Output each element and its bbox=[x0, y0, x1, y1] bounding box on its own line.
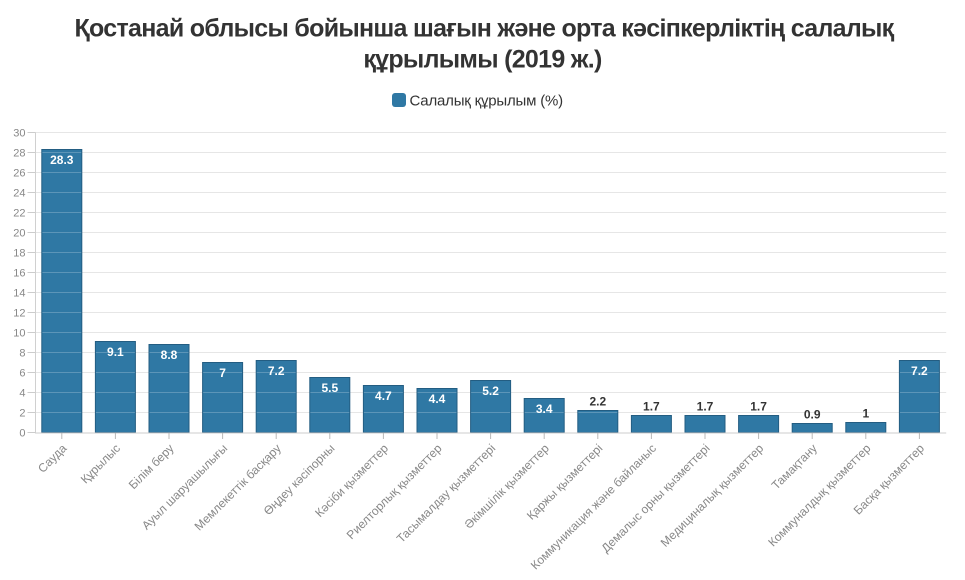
svg-text:0.9: 0.9 bbox=[804, 408, 821, 422]
svg-text:1: 1 bbox=[862, 407, 869, 421]
svg-text:0: 0 bbox=[19, 428, 25, 440]
svg-text:Салалық құрылым (%): Салалық құрылым (%) bbox=[410, 93, 564, 110]
svg-text:8: 8 bbox=[19, 348, 25, 360]
svg-text:құрылымы (2019 ж.): құрылымы (2019 ж.) bbox=[363, 46, 602, 74]
svg-text:8.8: 8.8 bbox=[161, 348, 178, 362]
svg-text:20: 20 bbox=[13, 228, 25, 240]
svg-text:22: 22 bbox=[13, 208, 25, 220]
svg-text:9.1: 9.1 bbox=[107, 345, 124, 359]
svg-text:7.2: 7.2 bbox=[268, 364, 285, 378]
svg-text:28: 28 bbox=[13, 148, 25, 160]
svg-text:28.3: 28.3 bbox=[50, 153, 74, 167]
svg-text:10: 10 bbox=[13, 328, 25, 340]
svg-text:7.2: 7.2 bbox=[911, 364, 928, 378]
svg-text:4.7: 4.7 bbox=[375, 389, 392, 403]
svg-text:5.2: 5.2 bbox=[482, 384, 499, 398]
svg-text:5.5: 5.5 bbox=[321, 381, 338, 395]
svg-text:2.2: 2.2 bbox=[589, 395, 606, 409]
svg-text:7: 7 bbox=[219, 366, 226, 380]
svg-text:2: 2 bbox=[19, 408, 25, 420]
svg-text:1.7: 1.7 bbox=[643, 400, 660, 414]
svg-text:12: 12 bbox=[13, 308, 25, 320]
svg-text:Қостанай облысы бойынша шағын: Қостанай облысы бойынша шағын және орта … bbox=[75, 15, 895, 43]
svg-text:14: 14 bbox=[13, 288, 25, 300]
svg-text:16: 16 bbox=[13, 268, 25, 280]
svg-text:26: 26 bbox=[13, 168, 25, 180]
svg-text:3.4: 3.4 bbox=[536, 402, 553, 416]
svg-text:4.4: 4.4 bbox=[429, 392, 446, 406]
svg-text:1.7: 1.7 bbox=[750, 400, 767, 414]
svg-text:24: 24 bbox=[13, 188, 25, 200]
svg-text:30: 30 bbox=[13, 128, 25, 140]
svg-text:1.7: 1.7 bbox=[697, 400, 714, 414]
svg-text:18: 18 bbox=[13, 248, 25, 260]
svg-text:4: 4 bbox=[19, 388, 25, 400]
svg-text:6: 6 bbox=[19, 368, 25, 380]
